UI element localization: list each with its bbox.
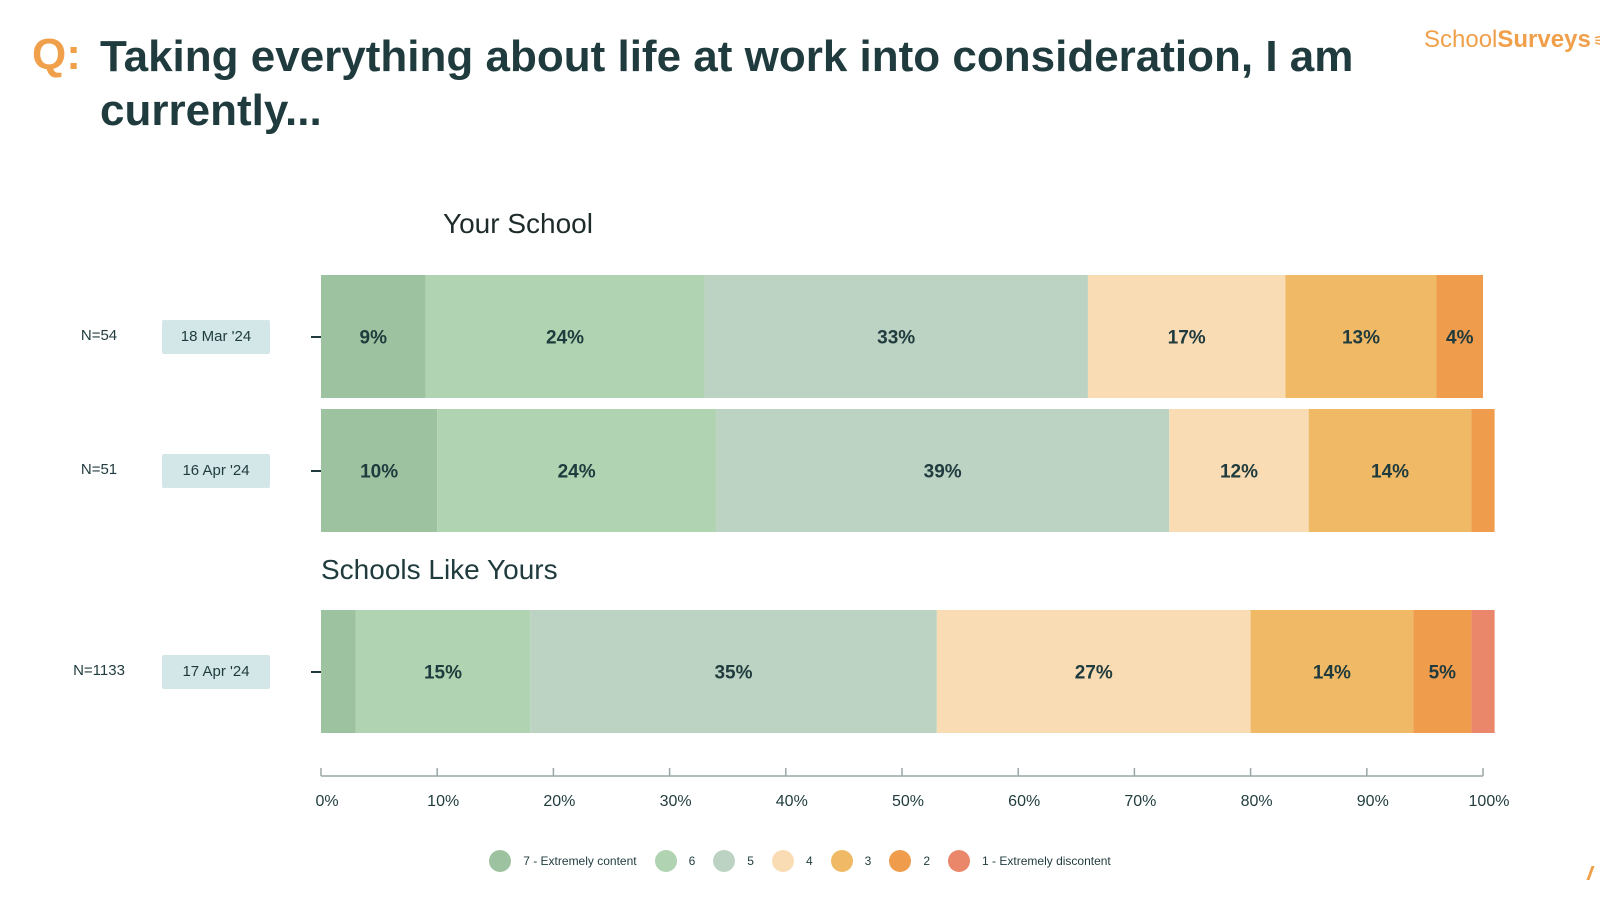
row-n-label: N=1133: [73, 662, 125, 679]
bar-segment: [321, 610, 356, 733]
legend-item: 1 - Extremely discontent: [948, 850, 1111, 872]
bar-segment: [1169, 409, 1309, 532]
bar-segment: [321, 275, 426, 398]
legend-item: 5: [713, 850, 754, 872]
x-tick-label: 60%: [1008, 793, 1040, 810]
brand-logo-part1: School: [1424, 26, 1498, 53]
bar-value-label: 12%: [1220, 462, 1258, 483]
row-date-badge: 18 Mar '24: [162, 320, 270, 354]
bar-value-label: 4%: [1446, 328, 1474, 349]
bar-segment: [437, 409, 717, 532]
bar-value-label: 9%: [360, 328, 388, 349]
bar-value-label: 39%: [924, 462, 962, 483]
legend-item: 4: [771, 850, 813, 872]
row-date-badge: 17 Apr '24: [162, 655, 270, 689]
chart-legend: 7 - Extremely content 6 5 4 3 2 1 - Extr…: [0, 850, 1600, 872]
bar-value-label: 27%: [1075, 663, 1113, 684]
x-tick-label: 0%: [315, 793, 338, 810]
row-axis-tick: [311, 470, 321, 472]
bar-value-label: 17%: [1168, 328, 1206, 349]
x-tick-label: 70%: [1124, 793, 1156, 810]
legend-item: 6: [654, 850, 696, 872]
brand-logo-part2: Surveys: [1497, 26, 1591, 53]
bar-value-label: 10%: [360, 462, 398, 483]
legend-label: 3: [864, 854, 872, 868]
bar-segment: [1471, 610, 1495, 733]
bar-segment: [1471, 409, 1495, 532]
bar-segment: [1413, 610, 1472, 733]
legend-swatch: [771, 850, 794, 872]
bar-segment: [1436, 275, 1483, 398]
legend-label: 5: [747, 854, 754, 868]
brand-logo: SchoolSurveys⚟: [1424, 26, 1600, 54]
bar-segment: [1285, 275, 1437, 398]
x-tick-label: 40%: [776, 793, 808, 810]
x-tick-label: 100%: [1469, 793, 1510, 810]
group-title-your-school: Your School: [443, 208, 593, 239]
legend-item: 3: [830, 850, 872, 872]
bar-value-label: 5%: [1429, 663, 1457, 684]
x-tick-label: 50%: [892, 793, 924, 810]
legend-label: 1 - Extremely discontent: [982, 854, 1111, 868]
legend-label: 2: [923, 854, 931, 868]
legend-swatch: [889, 850, 912, 872]
bar-segment: [321, 409, 438, 532]
page-title: Taking everything about life at work int…: [100, 32, 1354, 135]
x-tick-label: 20%: [543, 793, 575, 810]
row-n-label: N=51: [80, 461, 118, 478]
legend-swatch: [654, 850, 677, 872]
legend-swatch: [713, 850, 736, 872]
row-axis-tick: [311, 671, 321, 673]
bar-value-label: 14%: [1313, 663, 1351, 684]
legend-swatch: [948, 850, 971, 872]
brand-signal-icon: ⚟: [1593, 31, 1600, 51]
bar-segment: [936, 610, 1251, 733]
bar-value-label: 14%: [1371, 462, 1409, 483]
question-label: Q:: [32, 30, 81, 79]
group-title-schools-like-yours: Schools Like Yours: [321, 554, 558, 585]
bar-value-label: 15%: [424, 663, 462, 684]
bar-value-label: 24%: [558, 462, 596, 483]
bar-value-label: 24%: [546, 328, 584, 349]
bar-segment: [716, 409, 1170, 532]
x-tick-label: 80%: [1241, 793, 1273, 810]
legend-swatch: [489, 850, 512, 872]
x-tick-label: 30%: [660, 793, 692, 810]
legend-swatch: [830, 850, 853, 872]
bar-value-label: 13%: [1342, 328, 1380, 349]
legend-label: 7 - Extremely content: [523, 854, 637, 868]
bar-segment: [425, 275, 705, 398]
bar-segment: [530, 610, 937, 733]
x-tick-label: 90%: [1357, 793, 1389, 810]
bar-segment: [704, 275, 1088, 398]
bar-segment: [1308, 409, 1472, 532]
row-n-label: N=54: [80, 327, 118, 344]
legend-label: 6: [688, 854, 696, 868]
bar-segment: [1087, 275, 1286, 398]
row-axis-tick: [311, 336, 321, 338]
bar-segment: [1250, 610, 1414, 733]
bar-segment: [355, 610, 531, 733]
legend-label: 4: [805, 854, 813, 868]
bar-value-label: 33%: [877, 328, 915, 349]
legend-item: 7 - Extremely content: [489, 850, 637, 872]
x-tick-label: 10%: [427, 793, 459, 810]
row-date-badge: 16 Apr '24: [162, 454, 270, 488]
legend-item: 2: [889, 850, 930, 872]
bar-value-label: 35%: [714, 663, 752, 684]
